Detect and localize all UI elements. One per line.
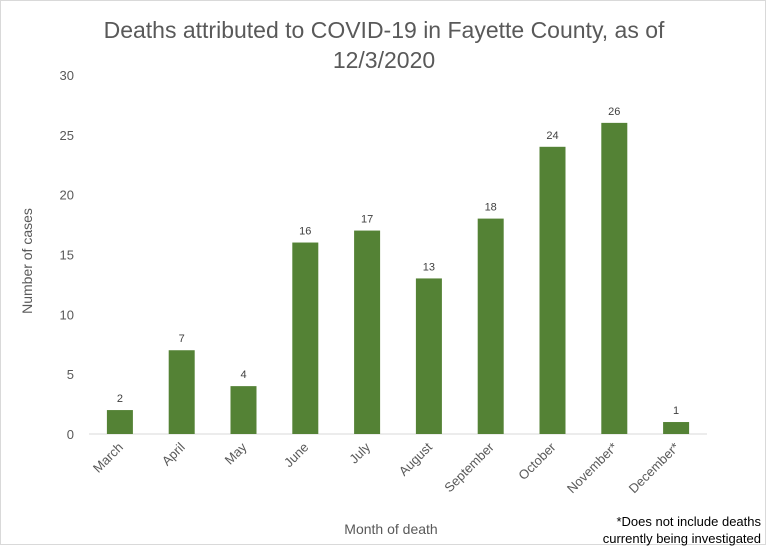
bar xyxy=(415,278,442,434)
y-tick-label: 5 xyxy=(67,367,74,382)
footnote: *Does not include deaths currently being… xyxy=(591,513,761,547)
y-tick-label: 25 xyxy=(60,128,74,143)
data-label: 1 xyxy=(673,405,679,417)
x-tick-label: March xyxy=(90,440,126,476)
footnote-line-1: *Does not include deaths xyxy=(616,514,761,529)
data-label: 2 xyxy=(117,393,123,405)
bar xyxy=(106,410,133,434)
y-axis-ticks: 0 5 10 15 20 25 30 xyxy=(60,68,74,442)
bar xyxy=(539,146,566,435)
data-label: 7 xyxy=(179,333,185,345)
data-label: 16 xyxy=(299,226,311,238)
bar xyxy=(168,350,195,434)
x-tick-label: May xyxy=(222,439,250,467)
bar xyxy=(663,422,690,434)
bar xyxy=(601,122,628,434)
footnote-line-2: currently being investigated xyxy=(602,531,761,546)
x-axis-label: Month of death xyxy=(344,521,437,537)
data-label: 26 xyxy=(608,106,620,118)
x-tick-label: August xyxy=(396,439,435,478)
bar xyxy=(292,242,319,434)
x-tick-label: June xyxy=(281,440,312,471)
y-tick-label: 30 xyxy=(60,68,74,83)
data-label: 13 xyxy=(423,261,435,273)
chart-title-line-2: 12/3/2020 xyxy=(332,47,436,73)
chart-title-line-1: Deaths attributed to COVID-19 in Fayette… xyxy=(103,17,665,43)
data-label: 18 xyxy=(485,202,497,214)
x-tick-label: October xyxy=(515,439,559,483)
y-tick-label: 10 xyxy=(60,307,74,322)
y-tick-label: 20 xyxy=(60,188,74,203)
bar xyxy=(230,386,257,434)
x-tick-label: September xyxy=(441,439,497,495)
x-tick-label: December* xyxy=(626,440,683,497)
bars xyxy=(106,122,690,435)
x-axis-ticks: March April May June July August September Octo… xyxy=(90,439,682,496)
y-axis-label: Number of cases xyxy=(19,208,35,314)
bar xyxy=(354,230,381,434)
bar xyxy=(477,218,504,434)
data-labels: 2 7 4 16 17 13 18 24 26 1 xyxy=(117,106,679,417)
x-tick-label: July xyxy=(346,439,373,466)
data-label: 17 xyxy=(361,214,373,226)
x-tick-label: November* xyxy=(564,440,621,497)
y-tick-label: 15 xyxy=(60,248,74,263)
data-label: 24 xyxy=(546,130,558,142)
y-tick-label: 0 xyxy=(67,427,74,442)
x-tick-label: April xyxy=(159,439,188,468)
chart-title: Deaths attributed to COVID-19 in Fayette… xyxy=(1,15,767,75)
data-label: 4 xyxy=(240,369,246,381)
